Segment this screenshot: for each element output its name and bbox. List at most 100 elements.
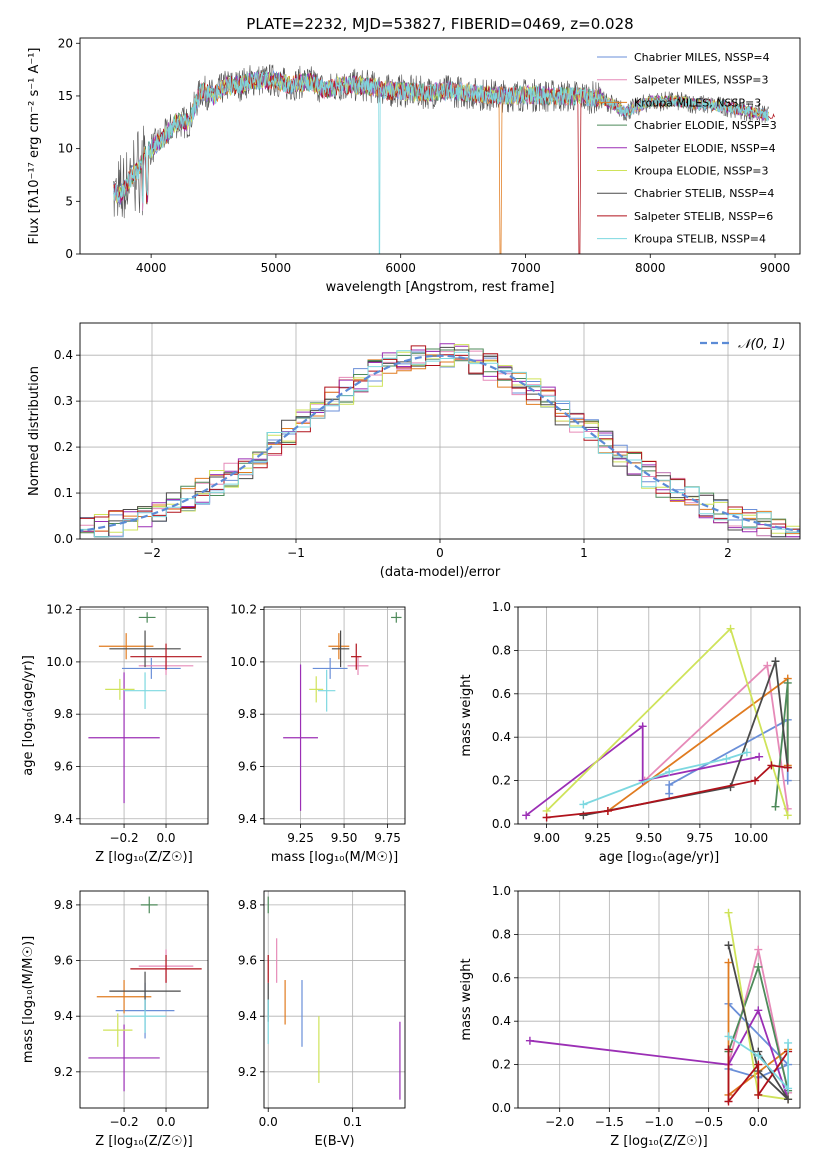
x-tick-label: −0.2 (109, 1115, 138, 1129)
x-tick-label: 0 (436, 546, 444, 560)
y-tick-label: 10.2 (230, 603, 257, 617)
y-tick-label: 9.4 (238, 812, 257, 826)
panel-age_vs_mass: 9.25 9.50 9.75 9.4 9.6 9.8 10.0 10.2 mass [log₁₀… (230, 603, 406, 865)
data-point (755, 752, 764, 761)
data-point (665, 767, 674, 776)
data-point (784, 1084, 793, 1093)
series-line-8 (728, 1035, 789, 1091)
series-line-6 (727, 945, 789, 1100)
y-tick-label: 0.2 (54, 440, 73, 454)
x-tick-label: 0.0 (749, 1115, 768, 1129)
y-axis-label: Normed distribution (27, 366, 42, 496)
x-tick-label: 4000 (136, 261, 167, 275)
y-tick-label: 1.0 (492, 600, 511, 614)
axes-frame (517, 890, 801, 1109)
x-axis-label: Z [log₁₀(Z/Z☉)] (610, 1134, 707, 1149)
legend-entry: Chabrier STELIB, NSSP=4 (634, 187, 774, 200)
ticks: 9.00 9.25 9.50 9.75 10.00 0.0 0.2 0.4 0.6 0.8 1.0 (492, 600, 768, 845)
figure-title: PLATE=2232, MJD=53827, FIBERID=0469, z=0… (246, 15, 633, 33)
x-tick-label: 8000 (635, 261, 666, 275)
y-tick-label: 10.2 (46, 603, 73, 617)
panel-massweight_vs_Z: −2.0 −1.5 −1.0 −0.5 0.0 0.0 0.2 0.4 0.6 0.8 1.0 Z [… (459, 884, 801, 1149)
x-axis-label: mass [log₁₀(M/M☉)] (271, 850, 398, 865)
x-axis-label: (data-model)/error (380, 565, 501, 580)
ticks: −0.2 0.0 9.4 9.6 9.8 10.0 10.2 (46, 603, 175, 845)
y-tick-label: 9.6 (238, 759, 257, 773)
x-axis-label: age [log₁₀(age/yr)] (599, 850, 720, 865)
data-point (754, 962, 763, 971)
legend-entry: Kroupa STELIB, NSSP=4 (634, 233, 766, 246)
data-point (724, 908, 733, 917)
y-tick-label: 9.4 (238, 1009, 257, 1023)
data-point (754, 1006, 763, 1015)
y-tick-label: 20 (58, 36, 73, 50)
y-tick-label: 0.4 (54, 348, 73, 362)
data-point (724, 1032, 733, 1041)
x-tick-label: 1 (580, 546, 588, 560)
legend-entry: 𝒩(0, 1) (738, 337, 785, 352)
y-tick-label: 0.4 (492, 1014, 511, 1028)
x-tick-label: −2.0 (545, 1115, 574, 1129)
y-tick-label: 0.6 (492, 687, 511, 701)
legend-entry: Kroupa ELODIE, NSSP=3 (634, 165, 768, 178)
y-tick-label: 0.2 (492, 774, 511, 788)
y-tick-label: 10.0 (46, 655, 73, 669)
legend-entry: Kroupa MILES, NSSP=3 (634, 96, 761, 109)
axes-frame (517, 606, 801, 825)
x-axis-label: Z [log₁₀(Z/Z☉)] (95, 1134, 192, 1149)
plot-area (522, 624, 792, 822)
x-tick-label: 0.1 (343, 1115, 362, 1129)
panels: 4000 5000 6000 7000 8000 900005101520waveleng… (21, 36, 801, 1149)
data-point (603, 806, 612, 815)
data-point (754, 1051, 763, 1060)
y-tick-label: 15 (58, 89, 73, 103)
plot-area (113, 64, 775, 254)
data-point (783, 776, 792, 785)
x-tick-label: 9.75 (687, 831, 714, 845)
axes-frame (79, 37, 801, 255)
series-line-5 (545, 627, 789, 816)
data-point (665, 780, 674, 789)
x-tick-label: −1.0 (644, 1115, 673, 1129)
data-point (754, 1090, 763, 1099)
plot-area (525, 908, 793, 1106)
y-tick-label: 5 (65, 194, 73, 208)
x-tick-label: 2 (724, 546, 732, 560)
x-tick-label: 5000 (261, 261, 292, 275)
axes-frame (263, 606, 406, 825)
x-tick-label: −2 (143, 546, 161, 560)
axes-frame (79, 322, 801, 540)
panel-mass_vs_Z: −0.2 0.0 9.2 9.4 9.6 9.8 Z [log₁₀(Z/Z☉)] mass [… (21, 890, 209, 1149)
y-axis-label: mass weight (459, 674, 474, 756)
x-tick-label: 9.25 (287, 831, 314, 845)
x-tick-label: 10.00 (734, 831, 768, 845)
ticks: −2 −1 0 1 2 0.0 0.1 0.2 0.3 0.4 (54, 348, 732, 560)
x-axis-label: wavelength [Angstrom, rest frame] (326, 280, 555, 295)
plot-area (80, 343, 800, 538)
y-tick-label: 9.8 (238, 707, 257, 721)
x-tick-label: 9.25 (584, 831, 611, 845)
series-line-2 (607, 676, 789, 812)
y-tick-label: 0.0 (492, 1101, 511, 1115)
data-point (771, 802, 780, 811)
x-tick-label: 7000 (510, 261, 541, 275)
y-tick-label: 0.8 (492, 927, 511, 941)
data-point (767, 761, 776, 770)
data-point (771, 657, 780, 666)
y-tick-label: 9.4 (54, 812, 73, 826)
data-point (522, 811, 531, 820)
axes-frame (79, 606, 209, 825)
axes-frame (79, 890, 209, 1109)
y-tick-label: 10 (58, 142, 73, 156)
legend-entry: Chabrier MILES, NSSP=4 (634, 51, 770, 64)
data-point (763, 661, 772, 670)
x-tick-label: 9.75 (374, 831, 401, 845)
ticks: −0.2 0.0 9.2 9.4 9.6 9.8 (54, 898, 176, 1129)
x-tick-label: 9.50 (635, 831, 662, 845)
x-tick-label: −1 (287, 546, 305, 560)
data-point (724, 941, 733, 950)
series-line-4 (525, 724, 760, 817)
data-point (525, 1036, 534, 1045)
data-point (742, 748, 751, 757)
